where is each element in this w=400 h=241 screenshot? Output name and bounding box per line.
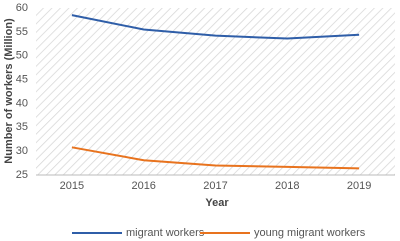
y-tick-label: 30 <box>16 145 28 157</box>
series-line <box>71 146 360 170</box>
x-axis-title: Year <box>205 197 229 209</box>
x-tick-label: 2019 <box>347 180 371 192</box>
x-tick-label: 2018 <box>275 180 299 192</box>
x-tick-label: 2015 <box>60 180 84 192</box>
y-tick-label: 55 <box>16 26 28 38</box>
legend-label: young migrant workers <box>254 227 366 239</box>
y-tick-label: 50 <box>16 50 28 62</box>
x-tick-label: 2016 <box>131 180 155 192</box>
x-tick-label: 2017 <box>203 180 227 192</box>
legend-label: migrant workers <box>126 227 205 239</box>
y-tick-label: 35 <box>16 121 28 133</box>
y-tick-label: 25 <box>16 169 28 181</box>
y-tick-label: 45 <box>16 73 28 85</box>
series-line <box>71 14 360 40</box>
y-axis-title: Number of workers (Million) <box>3 18 15 164</box>
y-tick-label: 60 <box>16 2 28 14</box>
y-tick-label: 40 <box>16 97 28 109</box>
